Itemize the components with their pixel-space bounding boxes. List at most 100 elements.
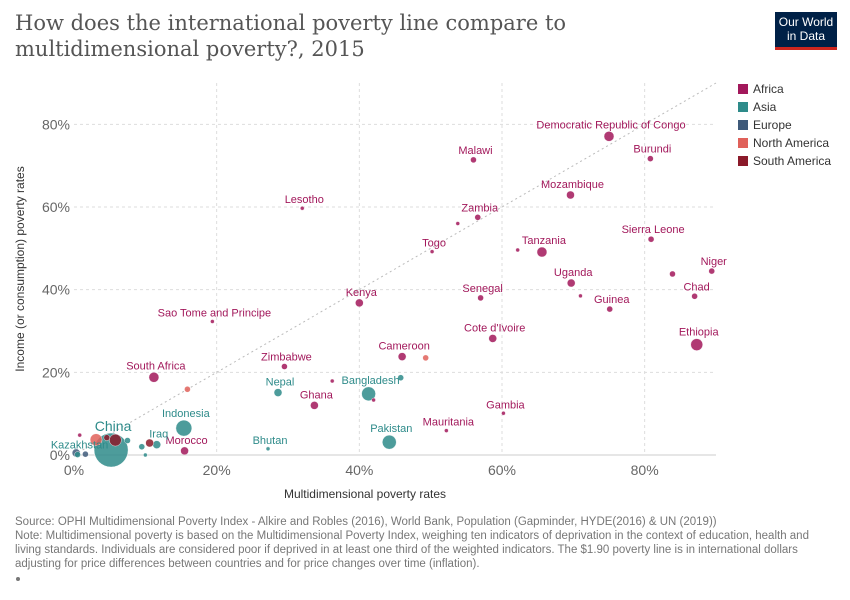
data-point (691, 293, 698, 300)
x-axis-label: Multidimensional poverty rates (284, 487, 446, 501)
point-label: Bangladesh (342, 375, 400, 387)
point-label: Sierra Leone (622, 224, 685, 236)
point-label: Iraq (149, 429, 168, 441)
data-point (474, 214, 481, 221)
data-point (455, 221, 460, 226)
y-tick-label: 60% (42, 199, 70, 215)
data-point (444, 428, 449, 433)
point-label: South Africa (126, 360, 186, 372)
data-point (361, 386, 376, 402)
data-point (669, 270, 676, 278)
data-point (103, 434, 111, 441)
data-point (647, 155, 654, 162)
data-point (647, 236, 655, 243)
legend-swatch (738, 120, 748, 130)
y-tick-label: 0% (50, 447, 70, 463)
data-point (566, 190, 575, 200)
data-point (300, 206, 305, 211)
legend-label: Africa (753, 82, 784, 96)
x-tick-label: 80% (631, 462, 659, 478)
data-point (281, 363, 288, 370)
y-tick-label: 20% (42, 364, 70, 380)
data-point (175, 419, 193, 437)
data-point (82, 450, 89, 458)
point-label: Zambia (461, 202, 499, 214)
point-label: Niger (701, 256, 728, 268)
legend-item[interactable]: Asia (738, 98, 831, 116)
legend-label: South America (753, 154, 832, 168)
data-point (210, 319, 215, 324)
legend-label: North America (753, 136, 830, 150)
point-label: Senegal (462, 283, 502, 295)
x-tick-label: 60% (488, 462, 516, 478)
point-label: Malawi (458, 145, 492, 157)
legend-swatch (738, 138, 748, 148)
data-point (566, 278, 576, 288)
data-point (606, 305, 613, 313)
data-point (422, 354, 429, 362)
data-point (148, 372, 160, 383)
legend-item[interactable]: Europe (738, 116, 831, 134)
data-point (397, 352, 407, 361)
point-label: Pakistan (370, 423, 412, 435)
point-label: Kazakhstan (51, 440, 108, 452)
data-point (708, 267, 715, 275)
chart-title: How does the international poverty line … (15, 11, 567, 61)
data-point (515, 247, 520, 253)
scatter-chart: 0% 20% 40% 60% 80% 0% 20% 40% 60% 80% Multidimensi… (13, 82, 728, 501)
data-point (536, 246, 548, 258)
point-label: Chad (683, 281, 709, 293)
data-point (501, 411, 506, 416)
data-point (382, 434, 397, 450)
point-label: China (95, 418, 132, 434)
point-label: Gambia (486, 399, 525, 411)
point-label: Togo (422, 238, 446, 250)
data-point (355, 298, 364, 308)
data-point (477, 294, 484, 302)
point-label: Bhutan (253, 435, 288, 447)
legend-item[interactable]: Africa (738, 80, 831, 98)
legend-item[interactable]: South America (738, 152, 831, 170)
data-point (265, 446, 271, 451)
x-tick-label: 40% (345, 462, 373, 478)
owid-logo[interactable]: Our World in Data (775, 12, 837, 50)
legend-label: Asia (753, 100, 777, 114)
point-label: Indonesia (162, 408, 211, 420)
data-point (429, 249, 435, 254)
data-point (180, 446, 189, 456)
reference-diagonal (73, 82, 717, 456)
y-tick-label: 40% (42, 282, 70, 298)
data-point (603, 131, 615, 142)
x-tick-label: 0% (64, 462, 84, 478)
point-label: Ghana (300, 389, 334, 401)
point-label: Burundi (633, 144, 671, 156)
footer-dot (16, 577, 20, 581)
data-point (145, 438, 154, 448)
y-tick-label: 80% (42, 116, 70, 132)
data-point (184, 386, 191, 393)
data-point (273, 388, 283, 397)
data-point (109, 433, 122, 447)
source-note: Source: OPHI Multidimensional Poverty In… (15, 516, 717, 528)
data-point (397, 374, 404, 381)
data-point (371, 397, 376, 403)
data-point (330, 378, 335, 384)
point-label: Morocco (165, 435, 207, 447)
data-point (138, 443, 145, 450)
legend-swatch (738, 102, 748, 112)
data-point (77, 432, 82, 438)
point-label: Nepal (266, 377, 295, 389)
point-label: Tanzania (522, 235, 567, 247)
logo-line-1: Our World (778, 15, 834, 29)
legend-item[interactable]: North America (738, 134, 831, 152)
logo-line-2: in Data (786, 29, 826, 43)
data-point (470, 156, 477, 164)
data-point (578, 293, 583, 299)
chart-footer: Source: OPHI Multidimensional Poverty In… (15, 515, 835, 571)
legend-swatch (738, 84, 748, 94)
point-label: Zimbabwe (261, 352, 312, 364)
legend-swatch (738, 156, 748, 166)
point-label: Uganda (554, 267, 593, 279)
point-label: Democratic Republic of Congo (536, 119, 685, 131)
data-point (124, 437, 131, 444)
